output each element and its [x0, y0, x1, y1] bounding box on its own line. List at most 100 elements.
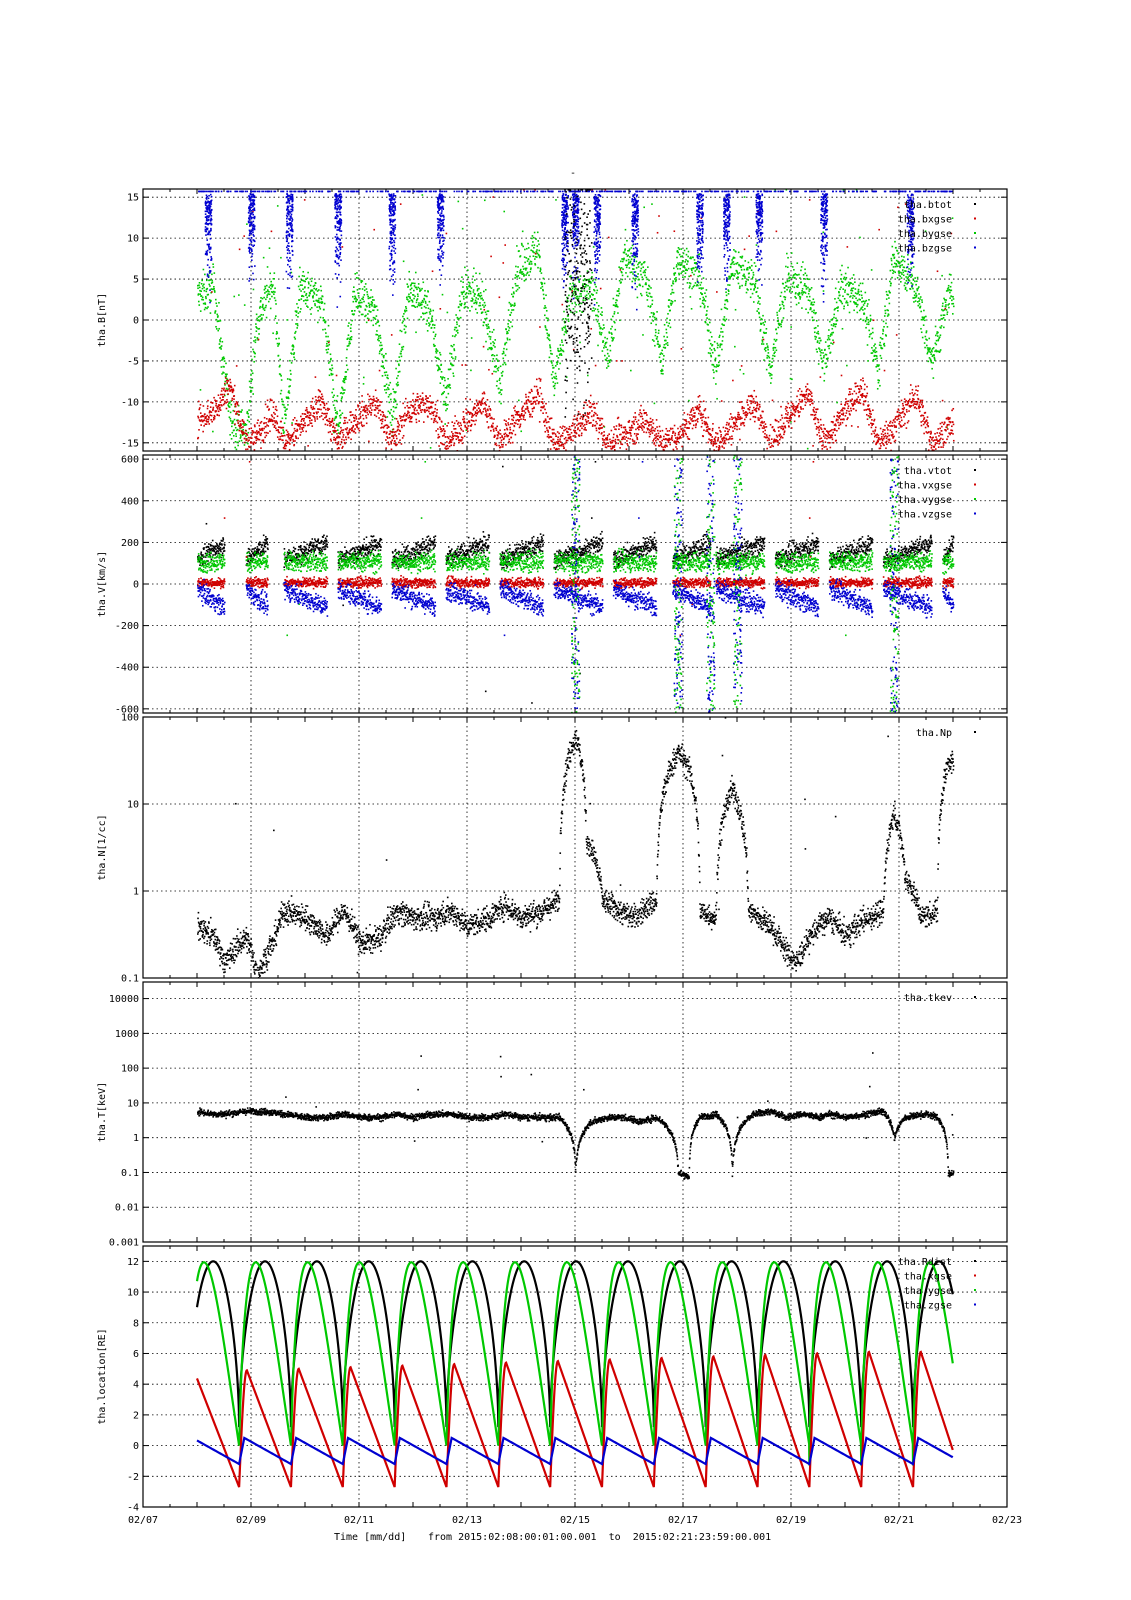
y-tick-label: 10000 — [109, 994, 139, 1005]
y-tick-label: 1 — [133, 1133, 139, 1144]
y-tick-label: -400 — [115, 663, 139, 674]
y-tick-label: 10 — [127, 1288, 139, 1299]
plot-frame — [142, 981, 1008, 1243]
y-tick-label: 600 — [121, 455, 139, 466]
y-tick-label: 0.1 — [121, 974, 139, 985]
series-tha.vzgse — [197, 460, 955, 637]
y-tick-label: 8 — [133, 1318, 139, 1329]
series-tha.bxgse — [197, 189, 955, 451]
spike-cluster — [673, 458, 684, 713]
y-axis-label: tha.N[1/cc] — [97, 814, 108, 880]
y-tick-label: 10 — [127, 800, 139, 811]
y-axis-label: tha.B[nT] — [97, 293, 108, 347]
data-layer — [197, 717, 955, 978]
legend-swatch — [974, 1289, 976, 1291]
y-axis-label: tha.location[RE] — [97, 1328, 108, 1424]
x-tick-label: 02/07 — [128, 1515, 158, 1526]
x-tick-label: 02/13 — [452, 1515, 482, 1526]
spike-cluster — [732, 455, 743, 708]
series-tha.Rdist — [195, 1260, 954, 1428]
y-tick-label: 200 — [121, 538, 139, 549]
y-tick-label: 10 — [127, 1098, 139, 1109]
data-layer — [195, 1260, 954, 1488]
data-layer — [197, 1052, 955, 1180]
y-axis-label: tha.V[km/s] — [97, 551, 108, 617]
y-tick-label: -200 — [115, 621, 139, 632]
x-axis-title: Time [mm/dd] — [334, 1532, 406, 1543]
spike-cluster — [889, 456, 900, 713]
series-tha.ygse — [195, 1261, 954, 1466]
legend-swatch — [974, 1274, 976, 1277]
legend-entry: tha.vzgse — [898, 510, 952, 521]
legend-entry: tha.vtot — [904, 466, 952, 477]
series-tha.zgse — [196, 1436, 954, 1466]
series-tha.tkev — [197, 1052, 955, 1180]
y-tick-label: -4 — [127, 1503, 139, 1514]
legend-swatch — [974, 512, 976, 515]
series-tha.bygse — [197, 189, 955, 451]
x-tick-label: 02/11 — [344, 1515, 374, 1526]
legend-entry: tha.bxgse — [898, 215, 952, 226]
legend-entry: tha.zgse — [904, 1301, 952, 1312]
legend-entry: tha.vxgse — [898, 481, 952, 492]
y-tick-label: 1000 — [115, 1029, 139, 1040]
series-tha.Np — [197, 717, 955, 978]
y-tick-label: 0.001 — [109, 1238, 139, 1249]
panel-density: 0.1 1 10 100 tha.N[1/cc] tha.Np — [97, 713, 1008, 985]
legend-entry: tha.tkev — [904, 993, 952, 1004]
legend-entry: tha.vygse — [898, 495, 952, 506]
spike-cluster — [571, 456, 581, 713]
plot-frame — [142, 454, 1008, 714]
y-tick-label: -2 — [127, 1472, 139, 1483]
y-tick-label: 1 — [133, 887, 139, 898]
legend-swatch — [974, 232, 976, 234]
y-tick-label: 100 — [121, 713, 139, 724]
legend: tha.Rdist tha.xgse tha.ygse tha.zgse — [898, 1257, 976, 1312]
legend-swatch — [974, 1303, 976, 1306]
x-tick-label: 02/09 — [236, 1515, 266, 1526]
plot-frame — [142, 716, 1008, 979]
legend-swatch — [974, 996, 976, 998]
legend-swatch — [974, 731, 976, 733]
panel-temperature: 0.001 0.01 0.1 1 10 100 1000 10000 tha.T[keV] tha… — [97, 981, 1008, 1249]
grid — [142, 189, 1008, 451]
y-tick-label: 0 — [133, 1441, 139, 1452]
y-tick-label: -15 — [121, 438, 139, 449]
legend-swatch — [974, 498, 976, 500]
x-tick-label: 02/19 — [776, 1515, 806, 1526]
y-tick-label: 400 — [121, 496, 139, 507]
y-tick-label: 100 — [121, 1064, 139, 1075]
y-axis-label: tha.T[keV] — [97, 1082, 108, 1142]
series-tha.xgse — [195, 1350, 954, 1488]
x-tick-label: 02/15 — [560, 1515, 590, 1526]
legend-swatch — [974, 1260, 976, 1262]
legend-entry: tha.btot — [904, 200, 952, 211]
legend-swatch — [974, 217, 976, 220]
series-tha.bzgse — [198, 190, 953, 311]
legend: tha.tkev — [904, 993, 976, 1004]
spike-cluster — [705, 455, 716, 713]
data-layer — [197, 189, 955, 451]
y-tick-label: 0.01 — [115, 1203, 139, 1214]
x-axis: 02/07 02/09 02/11 02/13 02/15 02/17 02/19 02/21… — [128, 1515, 1022, 1526]
y-tick-label: 0 — [133, 316, 139, 327]
series-tha.btot — [564, 189, 593, 418]
legend: tha.btot tha.bxgse tha.bygse tha.bzgse — [898, 200, 976, 255]
legend-swatch — [974, 203, 976, 205]
top-mark: - — [570, 168, 576, 179]
legend-swatch — [974, 483, 976, 486]
x-tick-label: 02/17 — [668, 1515, 698, 1526]
y-tick-label: -5 — [127, 356, 139, 367]
panel-magnetic-field: -15 -10 -5 0 5 10 15 tha.B[nT] tha.btot tha.bxgse… — [97, 188, 1008, 452]
y-tick-label: 10 — [127, 234, 139, 245]
legend: tha.Np — [916, 728, 976, 739]
x-tick-label: 02/21 — [884, 1515, 914, 1526]
data-layer — [197, 455, 955, 713]
panel-location: -4-2024681012tha.location[RE]tha.Rdistth… — [97, 1245, 1008, 1514]
y-tick-label: 0.1 — [121, 1168, 139, 1179]
y-tick-label: -600 — [115, 704, 139, 715]
legend-entry: tha.ygse — [904, 1286, 952, 1297]
y-tick-label: -10 — [121, 397, 139, 408]
legend-entry: tha.Rdist — [898, 1257, 952, 1268]
plot-frame — [142, 1245, 1008, 1508]
